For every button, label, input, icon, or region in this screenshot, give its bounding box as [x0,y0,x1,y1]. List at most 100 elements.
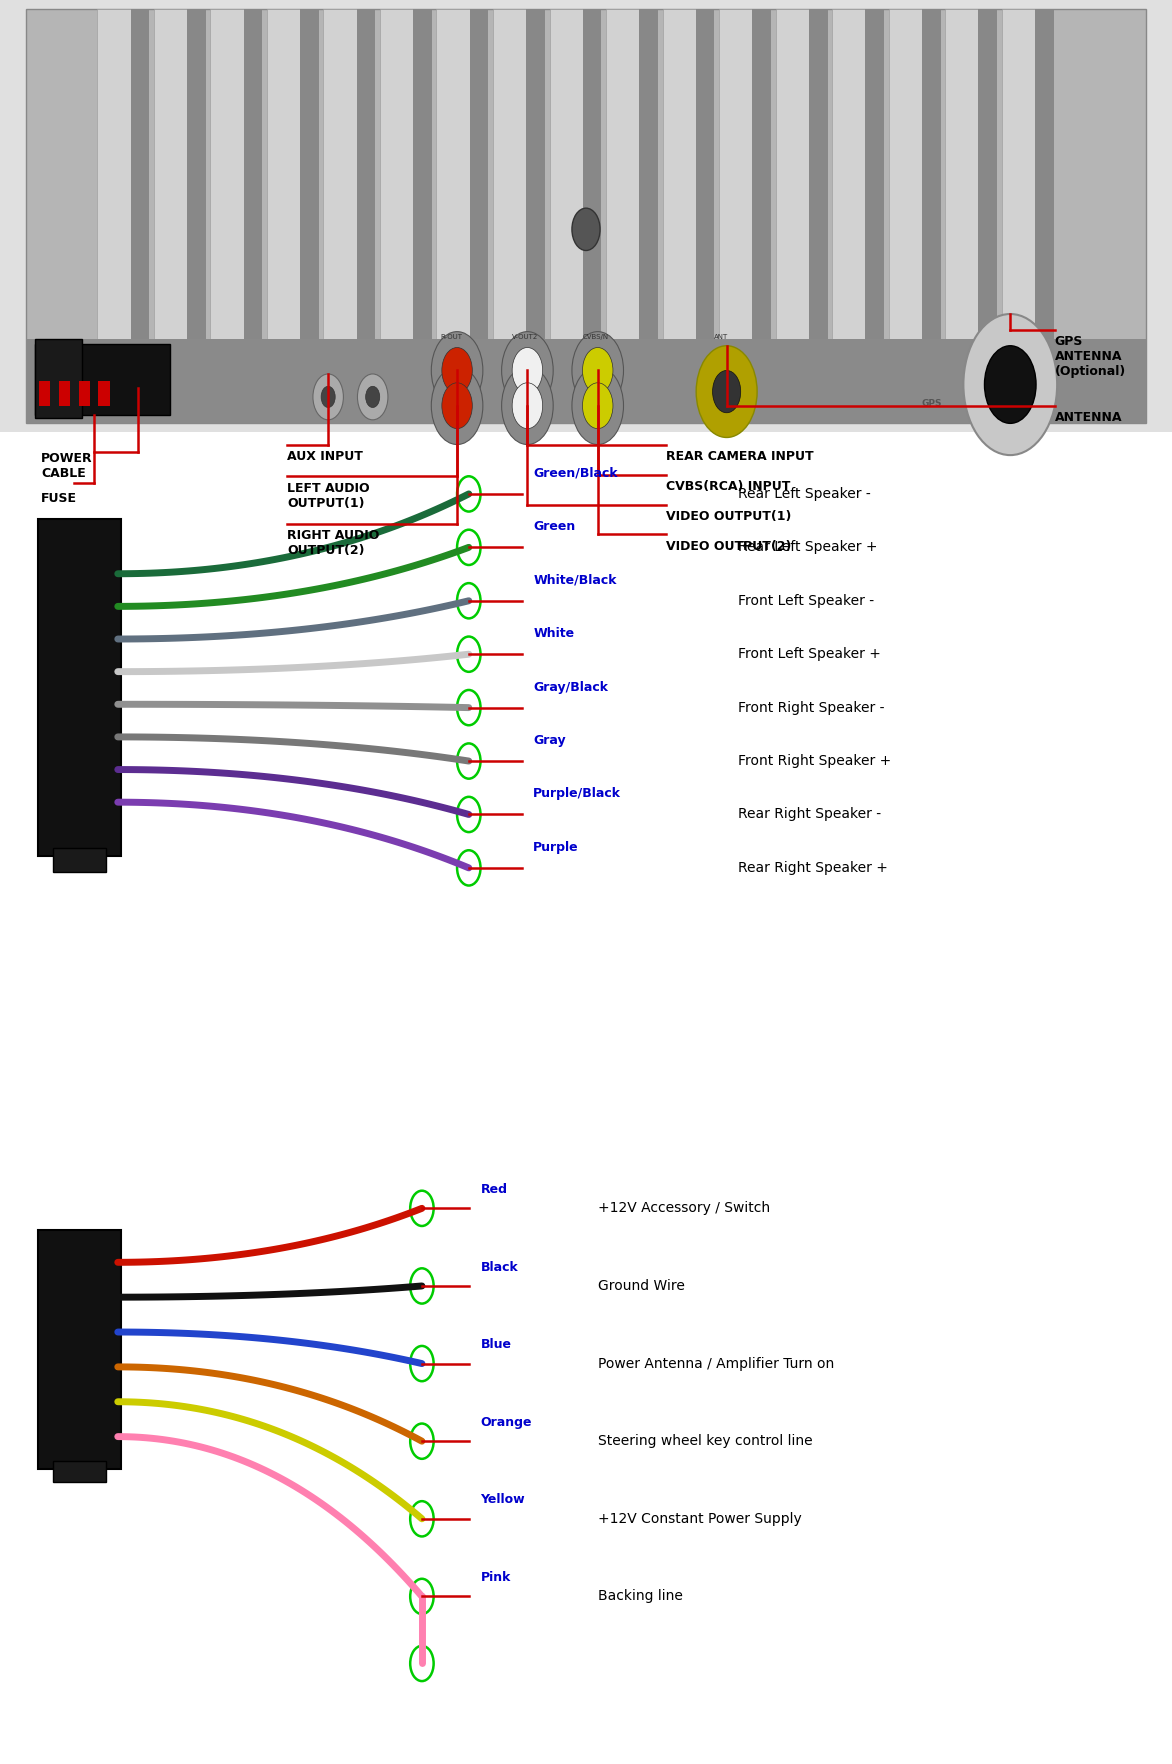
Text: FUSE: FUSE [41,492,77,505]
FancyBboxPatch shape [946,9,980,344]
FancyBboxPatch shape [470,9,489,344]
FancyBboxPatch shape [888,9,924,344]
Circle shape [502,332,553,409]
Text: ANT: ANT [714,335,728,340]
Text: Rear Left Speaker +: Rear Left Speaker + [738,540,878,554]
FancyBboxPatch shape [97,9,132,344]
Circle shape [572,208,600,250]
FancyBboxPatch shape [493,9,529,344]
Circle shape [696,346,757,437]
FancyBboxPatch shape [809,9,827,344]
Circle shape [442,383,472,429]
Text: GPS
ANTENNA
(Optional): GPS ANTENNA (Optional) [1055,335,1126,377]
Text: Purple: Purple [533,841,579,854]
FancyBboxPatch shape [323,9,359,344]
Text: V-OUT2: V-OUT2 [512,335,538,340]
FancyBboxPatch shape [26,339,1146,423]
FancyBboxPatch shape [79,381,90,406]
Text: GPS: GPS [921,399,942,407]
FancyBboxPatch shape [35,344,170,415]
Text: VIDEO OUTPUT(1): VIDEO OUTPUT(1) [666,510,791,522]
FancyBboxPatch shape [526,9,545,344]
FancyBboxPatch shape [244,9,263,344]
Circle shape [313,374,343,420]
Circle shape [321,386,335,407]
FancyBboxPatch shape [696,9,715,344]
Text: Front Right Speaker +: Front Right Speaker + [738,753,892,767]
FancyBboxPatch shape [54,848,105,873]
Text: RIGHT AUDIO
OUTPUT(2): RIGHT AUDIO OUTPUT(2) [287,529,380,557]
FancyBboxPatch shape [1035,9,1054,344]
FancyBboxPatch shape [752,9,771,344]
Text: CVBS(RCA) INPUT: CVBS(RCA) INPUT [666,480,790,492]
FancyBboxPatch shape [356,9,375,344]
Text: AUX INPUT: AUX INPUT [287,450,363,462]
Text: Backing line: Backing line [598,1589,682,1603]
Text: VIDEO OUTPUT(2): VIDEO OUTPUT(2) [666,540,791,552]
FancyBboxPatch shape [59,381,70,406]
FancyBboxPatch shape [865,9,884,344]
FancyBboxPatch shape [639,9,657,344]
Circle shape [572,367,624,445]
FancyBboxPatch shape [550,9,585,344]
FancyBboxPatch shape [154,9,189,344]
Circle shape [582,383,613,429]
Text: R-OUT: R-OUT [441,335,462,340]
Text: LEFT AUDIO
OUTPUT(1): LEFT AUDIO OUTPUT(1) [287,482,369,510]
FancyBboxPatch shape [54,1461,105,1482]
Text: White/Black: White/Black [533,573,616,587]
FancyBboxPatch shape [26,9,1146,423]
Circle shape [431,332,483,409]
Circle shape [512,348,543,393]
FancyBboxPatch shape [832,9,867,344]
Text: +12V Accessory / Switch: +12V Accessory / Switch [598,1201,770,1215]
Text: Front Left Speaker -: Front Left Speaker - [738,594,874,609]
FancyBboxPatch shape [380,9,415,344]
Text: Green/Black: Green/Black [533,467,618,480]
FancyBboxPatch shape [0,0,1172,432]
Circle shape [713,370,741,413]
Text: Blue: Blue [481,1339,511,1351]
FancyBboxPatch shape [582,9,601,344]
Text: Yellow: Yellow [481,1494,525,1506]
Text: CVBS/N: CVBS/N [582,335,608,340]
FancyBboxPatch shape [606,9,641,344]
FancyBboxPatch shape [776,9,811,344]
Text: Front Right Speaker -: Front Right Speaker - [738,700,885,714]
FancyBboxPatch shape [188,9,206,344]
Text: Green: Green [533,520,575,533]
Circle shape [963,314,1057,455]
FancyBboxPatch shape [436,9,471,344]
Text: ANTENNA: ANTENNA [1055,411,1123,423]
FancyBboxPatch shape [39,381,50,406]
Text: Pink: Pink [481,1572,511,1584]
FancyBboxPatch shape [130,9,149,344]
FancyBboxPatch shape [35,339,82,418]
Circle shape [431,367,483,445]
Circle shape [582,348,613,393]
FancyBboxPatch shape [210,9,245,344]
Circle shape [442,348,472,393]
Text: White: White [533,626,574,640]
FancyBboxPatch shape [662,9,697,344]
Text: Front Left Speaker +: Front Left Speaker + [738,647,881,662]
FancyBboxPatch shape [979,9,997,344]
Circle shape [357,374,388,420]
Text: Steering wheel key control line: Steering wheel key control line [598,1434,812,1448]
Text: Red: Red [481,1184,507,1196]
Text: Rear Right Speaker +: Rear Right Speaker + [738,861,888,875]
Text: Ground Wire: Ground Wire [598,1279,684,1293]
FancyBboxPatch shape [414,9,431,344]
Text: Gray/Black: Gray/Black [533,681,608,693]
Text: POWER
CABLE: POWER CABLE [41,452,93,480]
Text: Purple/Black: Purple/Black [533,787,621,801]
FancyBboxPatch shape [38,1230,122,1469]
Circle shape [366,386,380,407]
Text: Black: Black [481,1261,518,1274]
FancyBboxPatch shape [300,9,319,344]
Circle shape [502,367,553,445]
FancyBboxPatch shape [98,381,110,406]
FancyBboxPatch shape [720,9,754,344]
FancyBboxPatch shape [922,9,941,344]
Text: +12V Constant Power Supply: +12V Constant Power Supply [598,1512,802,1526]
